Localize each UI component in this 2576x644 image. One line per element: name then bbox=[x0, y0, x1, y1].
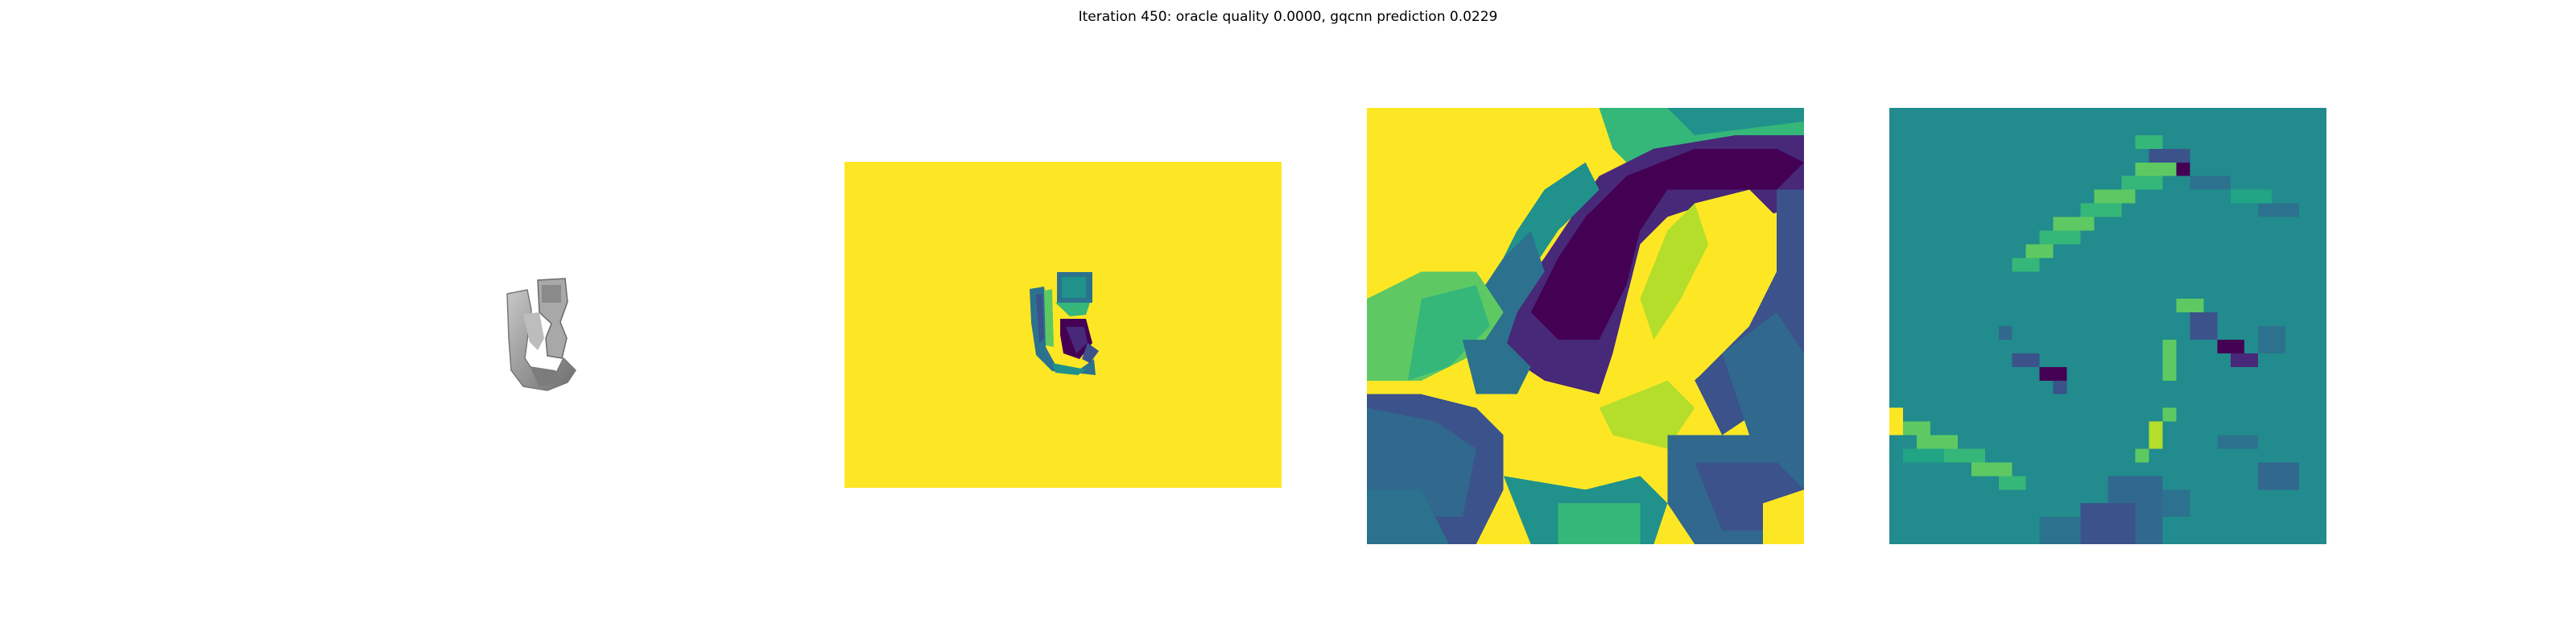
panel-gradient-crop bbox=[1889, 108, 2326, 544]
depth-image bbox=[844, 162, 1282, 488]
panel-depth-crop bbox=[1367, 108, 1804, 544]
gradient-crop-image bbox=[1889, 108, 2326, 544]
panel-color-render bbox=[435, 217, 628, 427]
figure-title: Iteration 450: oracle quality 0.0000, gq… bbox=[1078, 9, 1498, 25]
rendered-object-image bbox=[506, 278, 576, 391]
depth-crop-image bbox=[1367, 108, 1804, 544]
panel-depth-image bbox=[844, 162, 1282, 488]
